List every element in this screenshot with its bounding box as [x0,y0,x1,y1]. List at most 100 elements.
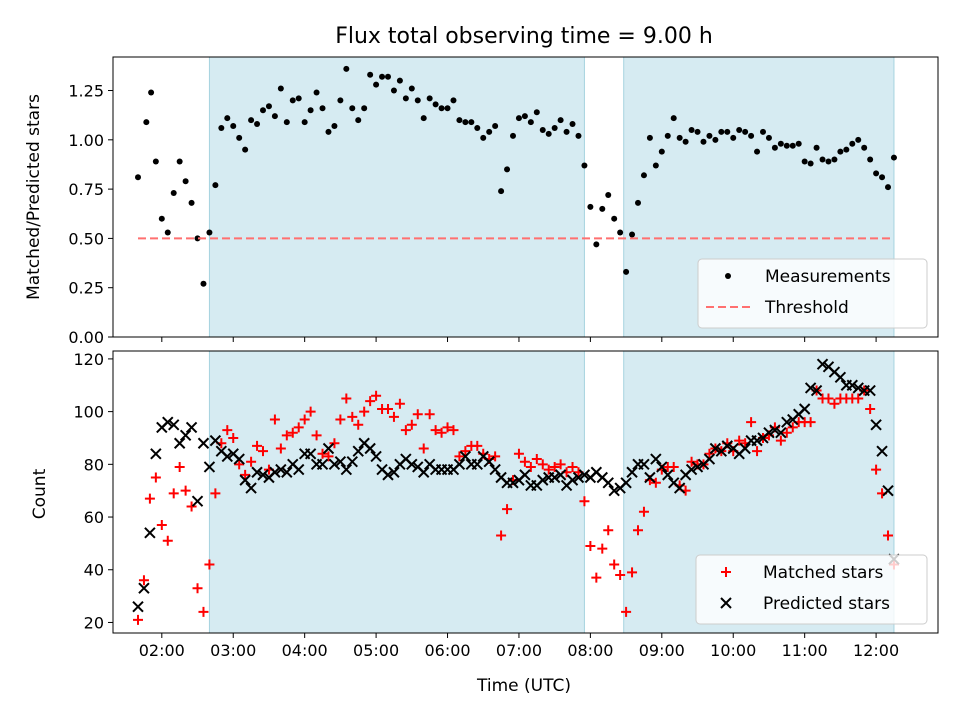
top-measurements-point [152,158,159,165]
bottom-predicted-stars-point [221,450,233,463]
bottom-predicted-stars-point [816,358,829,370]
bottom-matched-stars-point [734,435,745,446]
top-measurements-point [629,231,636,238]
top-measurements-point [277,85,284,92]
bottom-matched-stars-point [418,443,429,454]
top-measurements-point [712,136,719,143]
bottom-matched-stars-point [388,411,399,422]
bottom-matched-stars-point [442,422,453,433]
top-measurements-point [444,105,451,112]
top-measurements-point [533,109,540,116]
top-measurements-point [789,142,796,149]
x-tick-label: 04:00 [282,641,328,660]
bottom-matched-stars-point [638,506,649,517]
bottom-matched-stars-point [621,606,632,617]
bottom-predicted-stars-point [703,453,716,465]
top-measurements-point [337,97,344,104]
top-measurements-point [807,160,814,167]
bottom-matched-stars-point [436,427,447,438]
top-measurements-point [521,113,528,120]
bottom-matched-stars-point [269,414,280,425]
top-measurements-point [343,65,350,72]
top-measurements-point [414,97,421,104]
top-measurements-point [224,115,231,122]
bottom-matched-stars-point [472,440,483,451]
x-tick-label: 05:00 [353,641,399,660]
x-axis-label: Time (UTC) [476,676,571,696]
bottom-y-tick-label: 120 [73,350,104,369]
bottom-y-tick-label: 80 [84,455,104,474]
top-measurements-point [879,174,886,181]
top-measurements-point [510,132,516,139]
top-measurements-point [890,154,897,161]
bottom-matched-stars-point [871,464,882,475]
bottom-predicted-stars-point [257,469,269,481]
top-measurements-point [254,121,261,128]
bottom-predicted-stars-point [644,471,656,484]
bottom-predicted-stars-point [185,421,198,434]
top-measurements-point [373,81,380,88]
top-measurements-point [783,142,790,149]
bottom-matched-stars-point [246,456,257,467]
x-tick-label: 10:00 [710,641,756,660]
bottom-predicted-stars-point [804,382,817,394]
top-measurements-point [557,117,564,124]
top-measurements-point [760,128,766,135]
bottom-matched-stars-point [531,454,542,465]
bottom-predicted-stars-point [810,384,823,397]
top-measurements-point [271,113,278,120]
top-measurements-point [325,128,332,135]
bottom-matched-stars-point [258,446,268,457]
bottom-matched-stars-point [430,425,441,436]
bottom-predicted-stars-point [388,466,400,478]
top-measurements-point [688,126,695,133]
bottom-matched-stars-point [287,427,298,438]
top-measurements-point [581,162,588,169]
bottom-matched-stars-point [252,440,263,451]
top-legend: Measurements Threshold [697,258,928,329]
bottom-matched-stars-point [281,430,292,441]
bottom-legend-matched-stars-label: Matched stars [763,563,883,583]
chart-title: Flux total observing time = 9.00 h [335,24,713,49]
top-measurements-point [801,158,808,165]
top-measurements-point [617,229,624,236]
bottom-matched-stars-point [454,451,465,462]
top-measurements-point [396,77,403,84]
bottom-predicted-stars-point [602,477,614,489]
top-measurements-point [736,126,743,133]
top-measurements-point [492,123,499,130]
top-y-axis-label: Matched/Predicted stars [24,94,44,300]
bottom-matched-stars-point [222,425,233,436]
top-measurements-point [682,138,689,145]
bottom-predicted-stars-point [275,463,287,476]
top-measurements-point [295,95,302,102]
top-measurements-point [289,97,296,104]
bottom-predicted-stars-point [352,445,364,457]
bottom-matched-stars-point [543,464,554,475]
top-measurements-point [515,115,522,122]
bottom-predicted-stars-point [203,461,216,473]
top-measurements-point [212,182,219,189]
top-legend-box [697,258,928,329]
bottom-matched-stars-point [180,485,191,496]
top-measurements-point [301,119,308,126]
top-measurements-point [170,190,177,197]
bottom-matched-stars-point [502,504,513,515]
bottom-predicted-stars-point [471,458,483,471]
x-tick-label: 07:00 [496,641,542,660]
bottom-axes-frame [112,350,939,634]
top-measurements-point [188,199,195,206]
bottom-matched-stars-point [549,461,560,472]
bottom-predicted-stars-point [554,469,567,481]
x-tick-label: 08:00 [567,641,613,660]
top-measurements-point [599,205,606,212]
top-measurements-point [724,128,731,135]
bottom-predicted-stars-point [548,471,561,484]
bottom-predicted-stars-point [662,469,674,481]
top-measurements-point [265,103,272,110]
bottom-matched-stars-point [633,525,643,536]
top-measurements-point [670,115,677,122]
bottom-matched-stars-point [668,461,679,472]
top-measurements-point [855,136,862,143]
bottom-predicted-stars-point [798,403,811,415]
